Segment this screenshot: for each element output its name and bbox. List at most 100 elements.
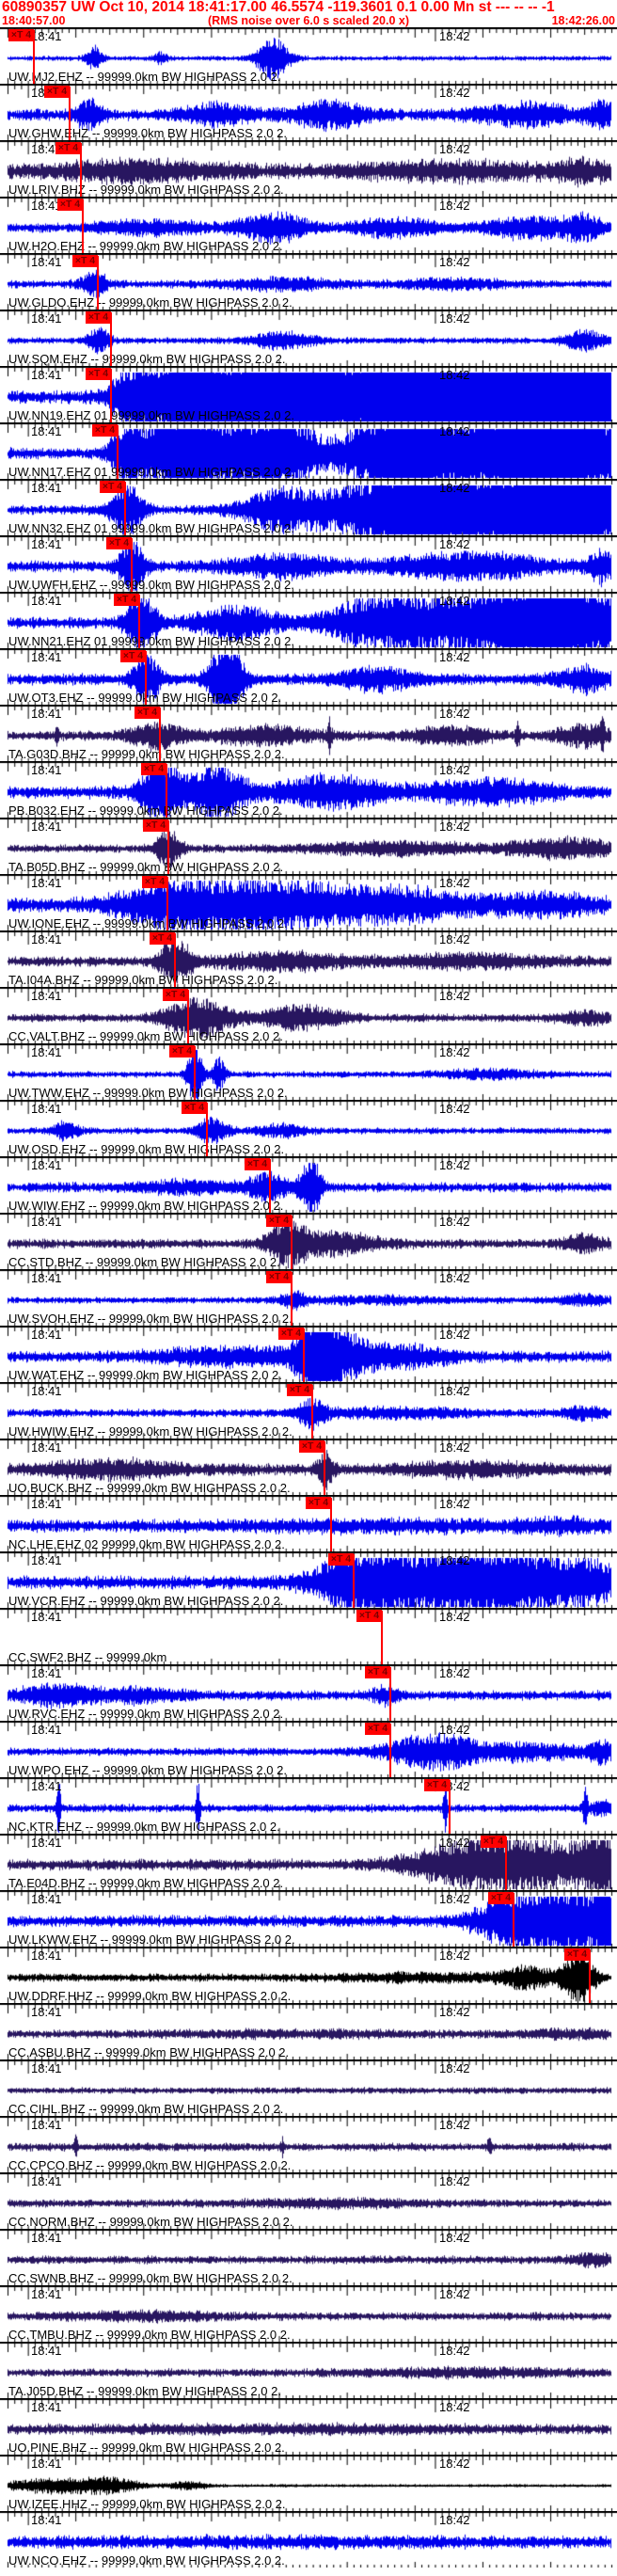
waveform-canvas[interactable] — [0, 2455, 617, 2511]
pick-flag[interactable]: ×T 4 — [134, 707, 161, 761]
pick-flag[interactable]: ×T 4 — [488, 1892, 514, 1947]
pick-flag-box[interactable]: ×T 4 — [488, 1892, 514, 1904]
pick-flag[interactable]: ×T 4 — [365, 1723, 391, 1777]
pick-flag[interactable]: ×T 4 — [150, 932, 176, 987]
waveform-canvas[interactable] — [0, 1721, 617, 1777]
pick-flag-box[interactable]: ×T 4 — [57, 199, 83, 211]
pick-flag-box[interactable]: ×T 4 — [328, 1553, 354, 1566]
waveform-canvas[interactable] — [0, 1551, 617, 1608]
pick-flag-box[interactable]: ×T 4 — [44, 86, 70, 98]
pick-flag[interactable]: ×T 4 — [143, 819, 169, 874]
pick-flag[interactable]: ×T 4 — [163, 989, 189, 1043]
pick-flag-box[interactable]: ×T 4 — [287, 1384, 312, 1396]
waveform-canvas[interactable] — [0, 1947, 617, 2003]
waveform-canvas[interactable] — [0, 1326, 617, 1382]
pick-flag-box[interactable]: ×T 4 — [120, 650, 146, 662]
pick-flag-box[interactable]: ×T 4 — [100, 481, 125, 493]
waveform-canvas[interactable] — [0, 818, 617, 874]
pick-flag-box[interactable]: ×T 4 — [134, 707, 160, 719]
pick-flag-box[interactable]: ×T 4 — [150, 932, 175, 945]
pick-flag-box[interactable]: ×T 4 — [106, 537, 132, 549]
pick-flag-box[interactable]: ×T 4 — [278, 1328, 304, 1340]
pick-flag-box[interactable]: ×T 4 — [86, 311, 111, 324]
waveform-canvas[interactable] — [0, 84, 617, 140]
waveform-canvas[interactable] — [0, 1213, 617, 1269]
pick-flag[interactable]: ×T 4 — [142, 876, 168, 930]
waveform-canvas[interactable] — [0, 535, 617, 592]
pick-flag[interactable]: ×T 4 — [86, 311, 112, 366]
pick-flag-box[interactable]: ×T 4 — [169, 1045, 195, 1057]
waveform-canvas[interactable] — [0, 1664, 617, 1721]
pick-flag-box[interactable]: ×T 4 — [365, 1666, 390, 1678]
waveform-canvas[interactable] — [0, 1156, 617, 1213]
pick-flag[interactable]: ×T 4 — [92, 424, 119, 479]
pick-flag[interactable]: ×T 4 — [114, 594, 140, 648]
waveform-canvas[interactable] — [0, 2398, 617, 2455]
waveform-canvas[interactable] — [0, 930, 617, 987]
pick-flag[interactable]: ×T 4 — [182, 1102, 208, 1156]
pick-flag[interactable]: ×T 4 — [72, 255, 99, 310]
pick-flag-box[interactable]: ×T 4 — [142, 876, 167, 888]
pick-flag[interactable]: ×T 4 — [424, 1779, 451, 1834]
waveform-canvas[interactable] — [0, 27, 617, 84]
pick-flag-box[interactable]: ×T 4 — [141, 763, 166, 775]
pick-flag[interactable]: ×T 4 — [356, 1610, 383, 1664]
pick-flag[interactable]: ×T 4 — [106, 537, 133, 592]
waveform-canvas[interactable] — [0, 648, 617, 705]
waveform-canvas[interactable] — [0, 1100, 617, 1156]
waveform-canvas[interactable] — [0, 2229, 617, 2285]
pick-flag-box[interactable]: ×T 4 — [564, 1948, 590, 1961]
waveform-canvas[interactable] — [0, 705, 617, 761]
waveform-canvas[interactable] — [0, 197, 617, 253]
pick-flag-box[interactable]: ×T 4 — [114, 594, 139, 606]
waveform-canvas[interactable] — [0, 2342, 617, 2398]
pick-flag[interactable]: ×T 4 — [328, 1553, 355, 1608]
pick-flag[interactable]: ×T 4 — [287, 1384, 313, 1439]
pick-flag[interactable]: ×T 4 — [169, 1045, 196, 1100]
pick-flag-box[interactable]: ×T 4 — [72, 255, 98, 267]
pick-flag-box[interactable]: ×T 4 — [481, 1836, 506, 1848]
pick-flag-box[interactable]: ×T 4 — [86, 368, 111, 380]
pick-flag[interactable]: ×T 4 — [481, 1836, 507, 1890]
waveform-canvas[interactable] — [0, 592, 617, 648]
waveform-canvas[interactable] — [0, 253, 617, 310]
pick-flag-box[interactable]: ×T 4 — [306, 1497, 331, 1509]
pick-flag-box[interactable]: ×T 4 — [266, 1271, 292, 1283]
pick-flag-box[interactable]: ×T 4 — [299, 1440, 324, 1453]
pick-flag-box[interactable]: ×T 4 — [356, 1610, 382, 1622]
pick-flag[interactable]: ×T 4 — [8, 29, 35, 84]
pick-flag[interactable]: ×T 4 — [120, 650, 147, 705]
pick-flag[interactable]: ×T 4 — [44, 86, 71, 140]
pick-flag[interactable]: ×T 4 — [365, 1666, 391, 1721]
pick-flag[interactable]: ×T 4 — [100, 481, 126, 535]
pick-flag[interactable]: ×T 4 — [299, 1440, 325, 1495]
waveform-canvas[interactable] — [0, 1269, 617, 1326]
pick-flag-box[interactable]: ×T 4 — [8, 29, 34, 41]
pick-flag-box[interactable]: ×T 4 — [365, 1723, 390, 1735]
waveform-canvas[interactable] — [0, 2059, 617, 2116]
pick-flag-box[interactable]: ×T 4 — [55, 142, 81, 154]
pick-flag[interactable]: ×T 4 — [55, 142, 82, 197]
waveform-canvas[interactable] — [0, 987, 617, 1043]
pick-flag[interactable]: ×T 4 — [266, 1215, 293, 1269]
pick-flag[interactable]: ×T 4 — [57, 199, 84, 253]
pick-flag-box[interactable]: ×T 4 — [92, 424, 118, 437]
waveform-canvas[interactable] — [0, 2003, 617, 2059]
pick-flag-box[interactable]: ×T 4 — [182, 1102, 207, 1114]
waveform-canvas[interactable] — [0, 1043, 617, 1100]
pick-flag[interactable]: ×T 4 — [564, 1948, 591, 2003]
pick-flag[interactable]: ×T 4 — [141, 763, 167, 818]
waveform-canvas[interactable] — [0, 1777, 617, 1834]
waveform-canvas[interactable] — [0, 140, 617, 197]
pick-flag[interactable]: ×T 4 — [245, 1158, 271, 1213]
waveform-canvas[interactable] — [0, 2511, 617, 2568]
pick-flag[interactable]: ×T 4 — [86, 368, 112, 422]
pick-flag-box[interactable]: ×T 4 — [424, 1779, 450, 1791]
pick-flag-box[interactable]: ×T 4 — [266, 1215, 292, 1227]
waveform-canvas[interactable] — [0, 761, 617, 818]
waveform-canvas[interactable] — [0, 1834, 617, 1890]
waveform-canvas[interactable] — [0, 874, 617, 930]
waveform-canvas[interactable] — [0, 2116, 617, 2172]
pick-flag[interactable]: ×T 4 — [278, 1328, 305, 1382]
pick-flag[interactable]: ×T 4 — [266, 1271, 293, 1326]
